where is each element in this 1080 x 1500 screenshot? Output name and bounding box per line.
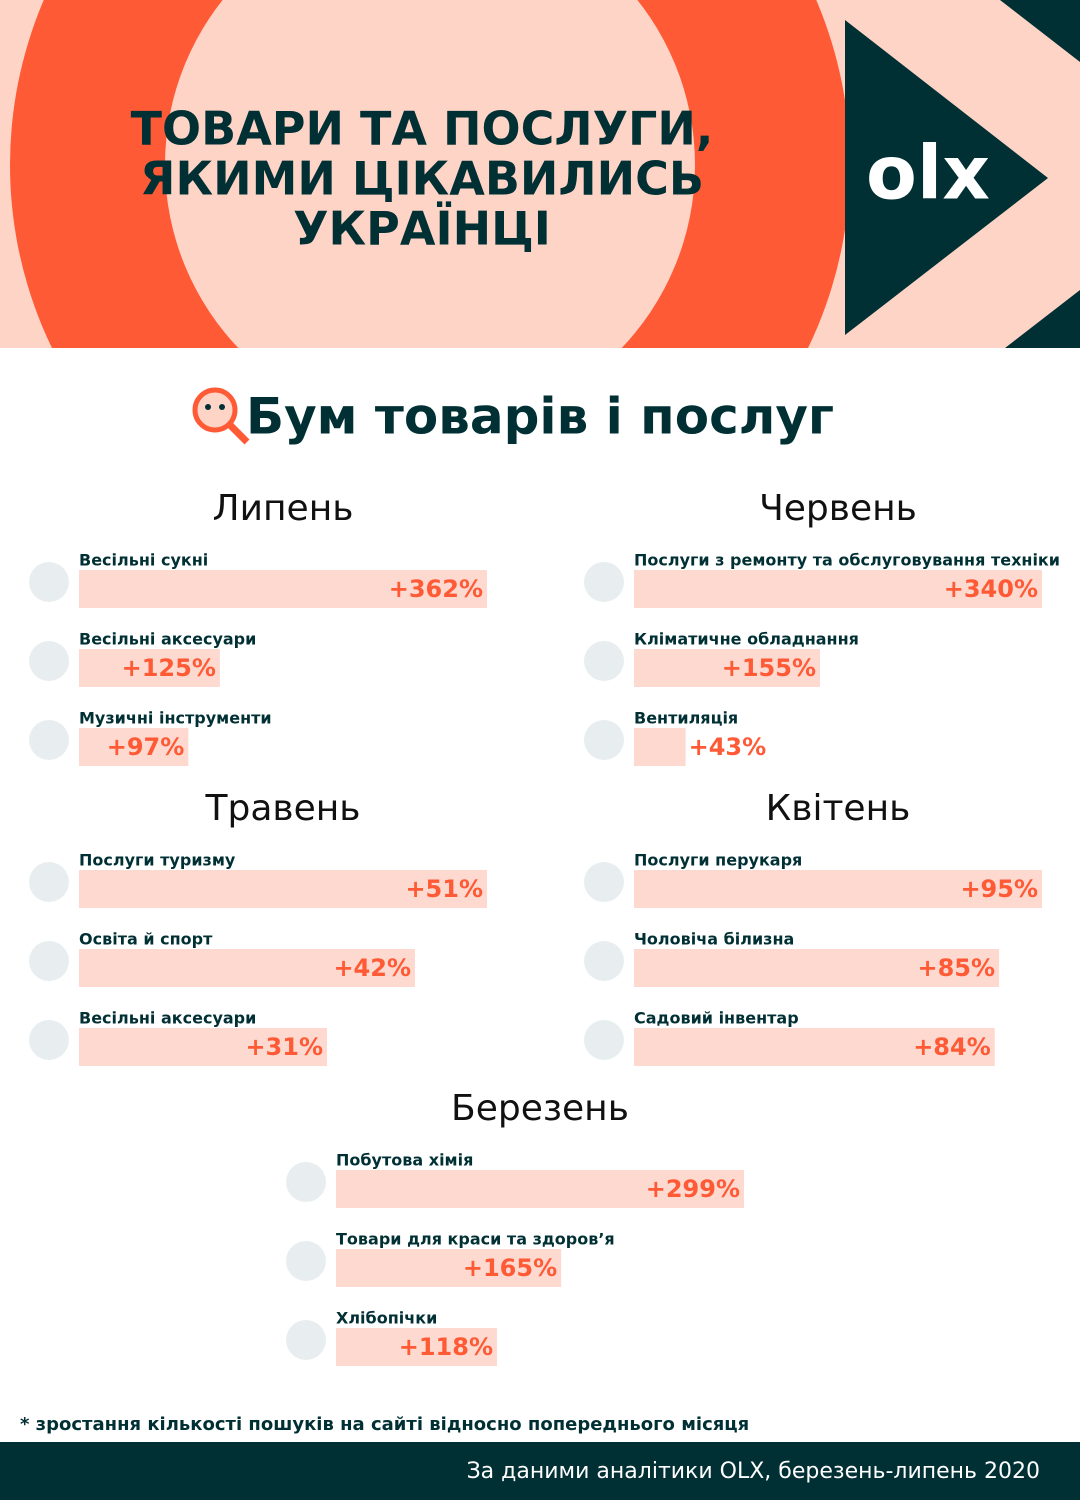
bar [634,649,820,687]
bar [79,1028,327,1066]
logo-corner [1000,0,1080,62]
icon [29,641,69,681]
bar [336,1170,744,1208]
icon [584,862,624,902]
chart-title: Квітень [766,788,911,829]
category-label: Чоловіча білизна [634,930,794,949]
category-label: Товари для краси та здоров’я [336,1230,615,1249]
logo: olx [866,131,990,217]
footnote: * зростання кількості пошуків на сайті в… [20,1414,749,1435]
icon [584,720,624,760]
value-label: +299% [646,1175,740,1203]
bar [79,949,415,987]
value-label: +95% [960,875,1038,903]
category-label: Весільні сукні [79,551,208,570]
footer-bar [0,1442,1080,1500]
value-label: +165% [463,1254,557,1282]
category-label: Музичні інструменти [79,709,272,728]
value-label: +125% [122,654,216,682]
category-label: Весільні аксесуари [79,630,256,649]
bar [336,1328,498,1366]
category-label: Послуги з ремонту та обслуговування техн… [634,551,1060,570]
icon [29,1020,69,1060]
category-label: Послуги туризму [79,851,236,870]
header-title: УКРАЇНЦІ [293,202,551,256]
source: За даними аналітики OLX, березень-липень… [467,1459,1040,1484]
category-label: Побутова хімія [336,1151,473,1170]
icon [286,1162,326,1202]
bar [79,728,189,766]
bar [79,870,487,908]
value-label: +340% [944,575,1038,603]
icon [29,720,69,760]
value-label: +155% [722,654,816,682]
category-label: Вентиляція [634,709,738,728]
icon [584,941,624,981]
category-label: Кліматичне обладнання [634,630,859,649]
value-label: +42% [333,954,411,982]
chart-title: Червень [759,488,917,529]
logo-corner [1005,290,1080,348]
header-title: ТОВАРИ ТА ПОСЛУГИ, [131,102,714,156]
header-circle [165,0,695,348]
value-label: +31% [245,1033,323,1061]
bar [634,570,1042,608]
logo-triangle [845,20,1048,335]
bar [634,728,686,766]
bar [634,870,1042,908]
section-title: Бум товарів і послуг [246,388,834,446]
bar [336,1249,562,1287]
value-label: +85% [917,954,995,982]
bar [634,1028,995,1066]
icon [286,1241,326,1281]
section-icon [192,387,250,445]
chart-title: Березень [451,1088,629,1129]
category-label: Хлібопічки [336,1309,437,1328]
icon [584,641,624,681]
icon [29,562,69,602]
value-label: +43% [689,733,767,761]
category-label: Освіта й спорт [79,930,213,949]
chart-title: Травень [204,788,360,829]
value-label: +118% [399,1333,493,1361]
bar [79,649,220,687]
bar [79,570,487,608]
value-label: +362% [389,575,483,603]
header-title: ЯКИМИ ЦІКАВИЛИСЬ [140,152,704,206]
chart-title: Липень [213,488,354,529]
value-label: +84% [913,1033,991,1061]
category-label: Послуги перукаря [634,851,802,870]
icon [286,1320,326,1360]
icon [29,862,69,902]
category-label: Весільні аксесуари [79,1009,256,1028]
icon [584,1020,624,1060]
value-label: +51% [405,875,483,903]
value-label: +97% [107,733,185,761]
icon [584,562,624,602]
icon [29,941,69,981]
bar [634,949,1000,987]
category-label: Садовий інвентар [634,1009,799,1028]
